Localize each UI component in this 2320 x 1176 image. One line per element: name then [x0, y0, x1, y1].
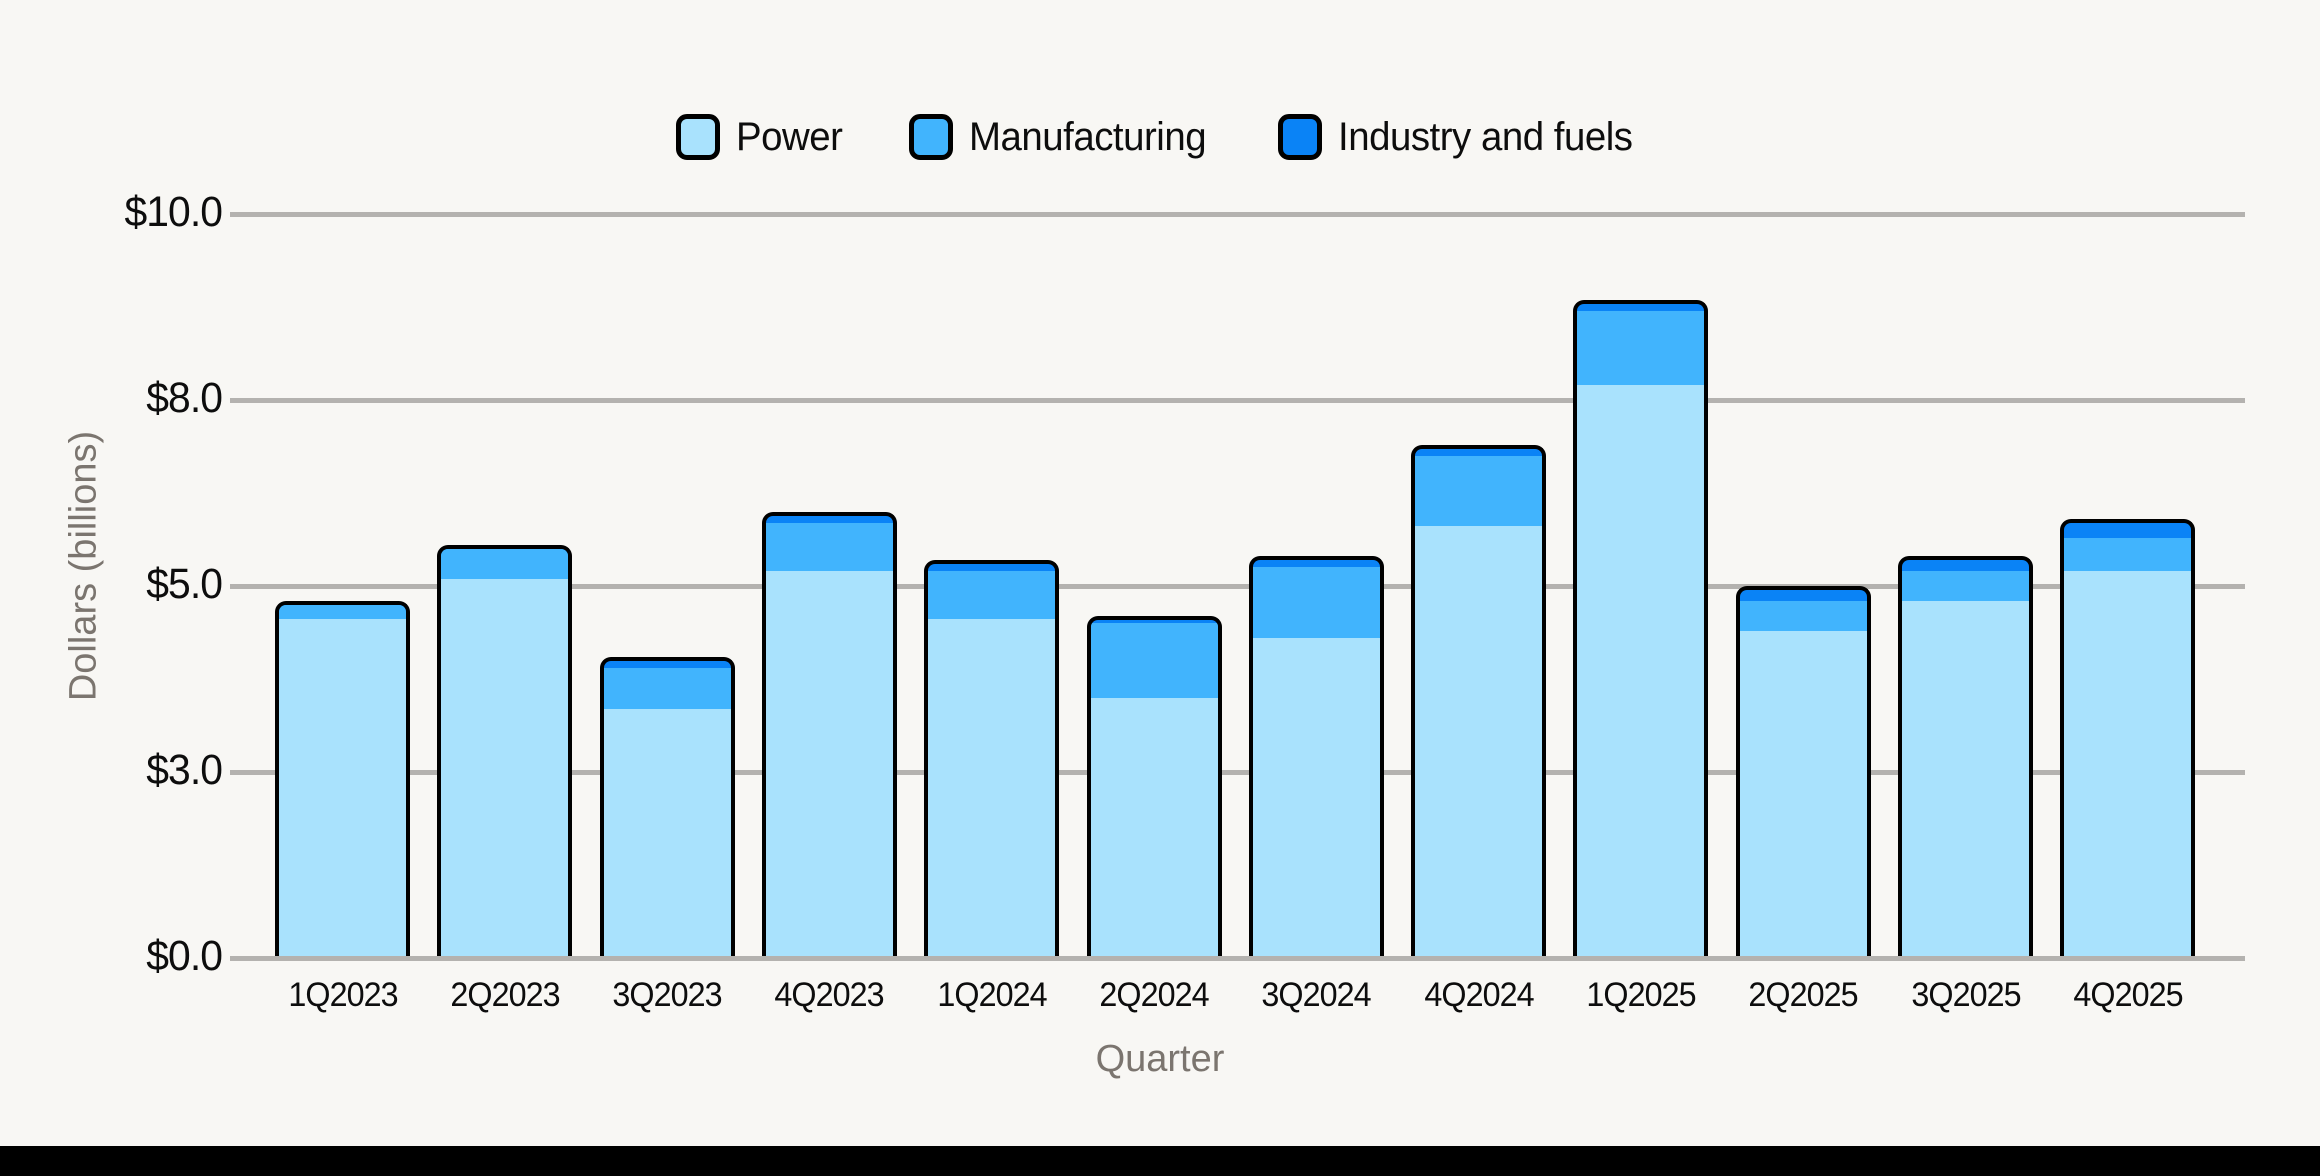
x-tick-label: 3Q2025: [1910, 976, 2021, 1014]
segment-manufacturing[interactable]: [1902, 571, 2029, 601]
bar-2Q2024[interactable]: [1086, 615, 1222, 958]
y-tick-label: $5.0: [146, 560, 223, 608]
segment-power[interactable]: [765, 571, 893, 958]
segment-power[interactable]: [1090, 697, 1218, 958]
gridline-$0.0: [230, 955, 2245, 961]
gridline-$5.0: [230, 583, 2245, 589]
footer-bar: [0, 1146, 2320, 1176]
bar-3Q2023[interactable]: [599, 656, 735, 958]
segment-manufacturing[interactable]: [2064, 537, 2192, 572]
segment-power[interactable]: [1415, 526, 1543, 958]
gridline-$8.0: [230, 397, 2245, 403]
x-tick-label: 2Q2024: [1099, 976, 1209, 1014]
segment-power[interactable]: [928, 619, 1056, 958]
segment-power[interactable]: [1252, 638, 1380, 958]
y-tick-label: $3.0: [146, 746, 223, 794]
segment-manufacturing[interactable]: [1090, 623, 1218, 698]
bar-4Q2023[interactable]: [761, 511, 897, 958]
x-tick-label: 1Q2025: [1586, 976, 1696, 1014]
bar-1Q2024[interactable]: [924, 559, 1060, 958]
legend-label: Industry and fuels: [1337, 114, 1633, 159]
segment-power[interactable]: [1577, 385, 1705, 958]
x-tick-label: 2Q2023: [450, 976, 560, 1014]
bar-2Q2025[interactable]: [1735, 586, 1871, 958]
bar-1Q2025[interactable]: [1573, 299, 1709, 958]
legend-swatch-icon: [675, 114, 720, 160]
x-tick-label: 4Q2023: [774, 976, 885, 1014]
segment-manufacturing[interactable]: [765, 522, 893, 572]
segment-manufacturing[interactable]: [1252, 567, 1380, 639]
x-tick-label: 3Q2023: [612, 976, 722, 1014]
legend-swatch-icon: [908, 114, 953, 160]
bar-3Q2024[interactable]: [1248, 556, 1384, 958]
segment-power[interactable]: [441, 578, 569, 958]
y-tick-label: $10.0: [124, 188, 223, 236]
gridline-$3.0: [230, 769, 2245, 775]
x-tick-label: 1Q2024: [937, 976, 1047, 1014]
legend-swatch-icon: [1277, 114, 1322, 160]
legend: Power Manufacturing Industry and fuels: [0, 114, 2320, 160]
bar-3Q2025[interactable]: [1898, 556, 2033, 958]
x-tick-label: 1Q2023: [287, 976, 398, 1014]
x-tick-label: 2Q2025: [1748, 976, 1859, 1014]
legend-label: Manufacturing: [968, 114, 1207, 159]
segment-manufacturing[interactable]: [279, 604, 406, 620]
bar-4Q2024[interactable]: [1411, 444, 1547, 958]
gridline-$10.0: [230, 211, 2245, 217]
segment-manufacturing[interactable]: [1577, 310, 1705, 386]
x-tick-label: 4Q2024: [1423, 976, 1534, 1014]
legend-item-industry-and-fuels[interactable]: Industry and fuels: [1277, 114, 1645, 160]
segment-manufacturing[interactable]: [603, 667, 731, 709]
segment-power[interactable]: [279, 619, 406, 958]
segment-manufacturing[interactable]: [928, 571, 1056, 620]
y-tick-label: $0.0: [146, 932, 223, 980]
x-tick-label: 4Q2025: [2073, 976, 2183, 1014]
legend-label: Power: [735, 114, 843, 159]
segment-power[interactable]: [1739, 630, 1867, 958]
x-tick-label: 3Q2024: [1261, 976, 1372, 1014]
y-tick-label: $8.0: [146, 374, 223, 422]
segment-manufacturing[interactable]: [1415, 455, 1543, 527]
x-axis-title: Quarter: [1095, 1038, 1225, 1080]
segment-power[interactable]: [1902, 600, 2029, 958]
segment-manufacturing[interactable]: [1739, 600, 1867, 631]
segment-power[interactable]: [603, 708, 731, 958]
legend-item-manufacturing[interactable]: Manufacturing: [908, 114, 1216, 160]
bar-4Q2025[interactable]: [2060, 519, 2196, 958]
legend-item-power[interactable]: Power: [675, 114, 847, 160]
segment-manufacturing[interactable]: [441, 549, 569, 579]
bar-1Q2023[interactable]: [275, 600, 410, 958]
segment-power[interactable]: [2064, 571, 2192, 958]
bar-2Q2023[interactable]: [437, 545, 573, 958]
